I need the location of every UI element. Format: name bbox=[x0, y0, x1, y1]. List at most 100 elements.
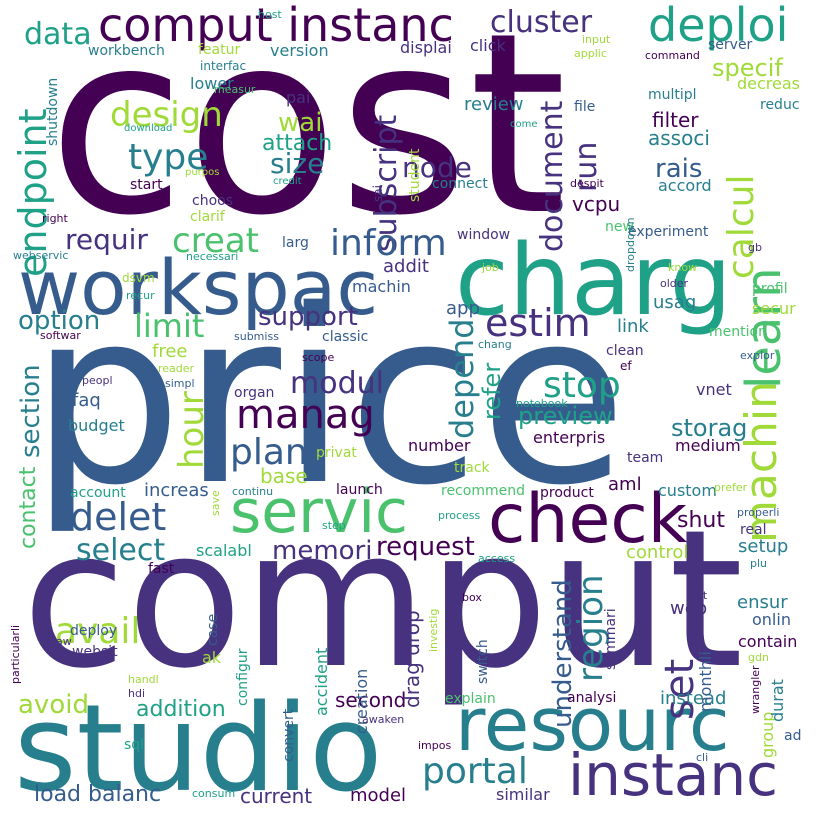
cloud-word: creat bbox=[172, 221, 260, 261]
cloud-word: refer bbox=[478, 362, 506, 420]
cloud-word: ad bbox=[784, 728, 802, 744]
cloud-word: base bbox=[260, 464, 308, 488]
cloud-word: avoid bbox=[18, 690, 89, 720]
cloud-word: awaken bbox=[362, 713, 405, 726]
cloud-word: necessari bbox=[186, 250, 239, 263]
cloud-word: featur bbox=[198, 42, 241, 58]
cloud-word: comput instanc bbox=[98, 0, 454, 52]
cloud-word: interfac bbox=[200, 59, 247, 73]
cloud-word: recommend bbox=[441, 483, 525, 499]
cloud-word: sai bbox=[371, 184, 385, 202]
cloud-word: data bbox=[24, 17, 92, 52]
cloud-word: type bbox=[128, 137, 209, 178]
cloud-word: job bbox=[482, 261, 499, 274]
cloud-word: analysi bbox=[567, 690, 617, 706]
cloud-word: host bbox=[258, 8, 282, 21]
cloud-word: classic bbox=[322, 329, 369, 345]
cloud-word: reduc bbox=[760, 97, 800, 113]
cloud-word: explor bbox=[740, 349, 775, 362]
cloud-word: profil bbox=[752, 281, 788, 297]
cloud-word: older bbox=[660, 277, 689, 290]
cloud-word: contact bbox=[16, 466, 41, 549]
cloud-word: model bbox=[350, 785, 407, 806]
cloud-word: convert bbox=[281, 708, 297, 762]
cloud-word: depend bbox=[443, 318, 481, 439]
cloud-word: right bbox=[42, 212, 68, 225]
cloud-word: cli bbox=[696, 751, 709, 764]
cloud-word: avail bbox=[55, 611, 141, 652]
cloud-word: rais bbox=[655, 154, 703, 184]
cloud-word: continu bbox=[232, 485, 274, 498]
cloud-word: case bbox=[205, 613, 221, 646]
cloud-word: enterpris bbox=[533, 428, 606, 447]
cloud-word: clean bbox=[606, 343, 644, 359]
cloud-word: requir bbox=[65, 223, 148, 256]
cloud-word: team bbox=[627, 450, 664, 466]
cloud-word: choos bbox=[192, 193, 233, 209]
cloud-word: save bbox=[209, 490, 222, 517]
cloud-word: request bbox=[376, 532, 475, 562]
cloud-word: manag bbox=[236, 392, 375, 438]
cloud-word: preview bbox=[518, 402, 613, 430]
cloud-word: recur bbox=[126, 289, 155, 302]
cloud-word: design bbox=[110, 95, 223, 135]
cloud-word: resourc bbox=[455, 682, 730, 768]
cloud-word: websit bbox=[72, 644, 118, 660]
cloud-word: aml bbox=[608, 474, 642, 495]
cloud-word: durat bbox=[768, 679, 787, 723]
cloud-word: launch bbox=[336, 482, 383, 498]
cloud-word: account bbox=[70, 485, 126, 501]
cloud-word: command bbox=[645, 49, 700, 62]
cloud-word: number bbox=[408, 436, 471, 455]
cloud-word: deploi bbox=[648, 0, 789, 52]
cloud-word: applic bbox=[574, 47, 607, 60]
cloud-word: select bbox=[76, 533, 166, 568]
cloud-word: step bbox=[322, 519, 346, 532]
cloud-word: clarif bbox=[190, 209, 225, 225]
cloud-word: ef bbox=[620, 359, 632, 373]
cloud-word: credit bbox=[273, 176, 302, 187]
cloud-word: scalabl bbox=[196, 541, 252, 560]
cloud-word: despit bbox=[570, 177, 604, 190]
cloud-word: product bbox=[540, 485, 594, 501]
cloud-word: understand bbox=[548, 579, 578, 729]
cloud-word: workbench bbox=[88, 43, 165, 59]
cloud-word: server bbox=[708, 37, 753, 53]
cloud-word: input bbox=[582, 33, 611, 46]
cloud-word: secur bbox=[752, 299, 796, 318]
cloud-word: lower bbox=[190, 74, 234, 93]
cloud-word: explain bbox=[445, 691, 496, 707]
cloud-word: workspac bbox=[18, 243, 379, 332]
cloud-word: instanc bbox=[568, 741, 779, 809]
cloud-word: monthli bbox=[696, 651, 715, 713]
cloud-word: webservic bbox=[13, 249, 69, 262]
cloud-word: section bbox=[16, 364, 46, 459]
cloud-word: dsvm bbox=[122, 271, 155, 285]
cloud-word: machin bbox=[352, 277, 411, 296]
cloud-word: vcpu bbox=[572, 192, 621, 216]
cloud-word: process bbox=[438, 509, 481, 522]
cloud-word: addition bbox=[136, 697, 226, 722]
cloud-word: check bbox=[488, 480, 688, 559]
cloud-word: summari bbox=[603, 607, 619, 670]
cloud-word: custom bbox=[658, 481, 717, 500]
cloud-word: app bbox=[446, 298, 480, 319]
cloud-word: link bbox=[617, 316, 649, 337]
cloud-word: usag bbox=[653, 292, 697, 313]
cloud-word: filter bbox=[652, 108, 699, 132]
cloud-word: ak bbox=[202, 648, 222, 667]
cloud-word: specif bbox=[712, 54, 783, 82]
cloud-word: node bbox=[402, 151, 472, 184]
cloud-word: shut bbox=[677, 508, 725, 533]
cloud-word: come bbox=[510, 119, 538, 130]
cloud-word: cost bbox=[48, 0, 567, 270]
cloud-word: click bbox=[470, 36, 506, 55]
cloud-word: cluster bbox=[490, 5, 593, 40]
cloud-word: control bbox=[626, 542, 689, 563]
cloud-word: reader bbox=[158, 362, 195, 375]
cloud-word: version bbox=[270, 41, 329, 60]
cloud-word: delet bbox=[70, 495, 167, 539]
cloud-word: prefer bbox=[714, 481, 748, 494]
cloud-word: wai bbox=[278, 108, 323, 138]
